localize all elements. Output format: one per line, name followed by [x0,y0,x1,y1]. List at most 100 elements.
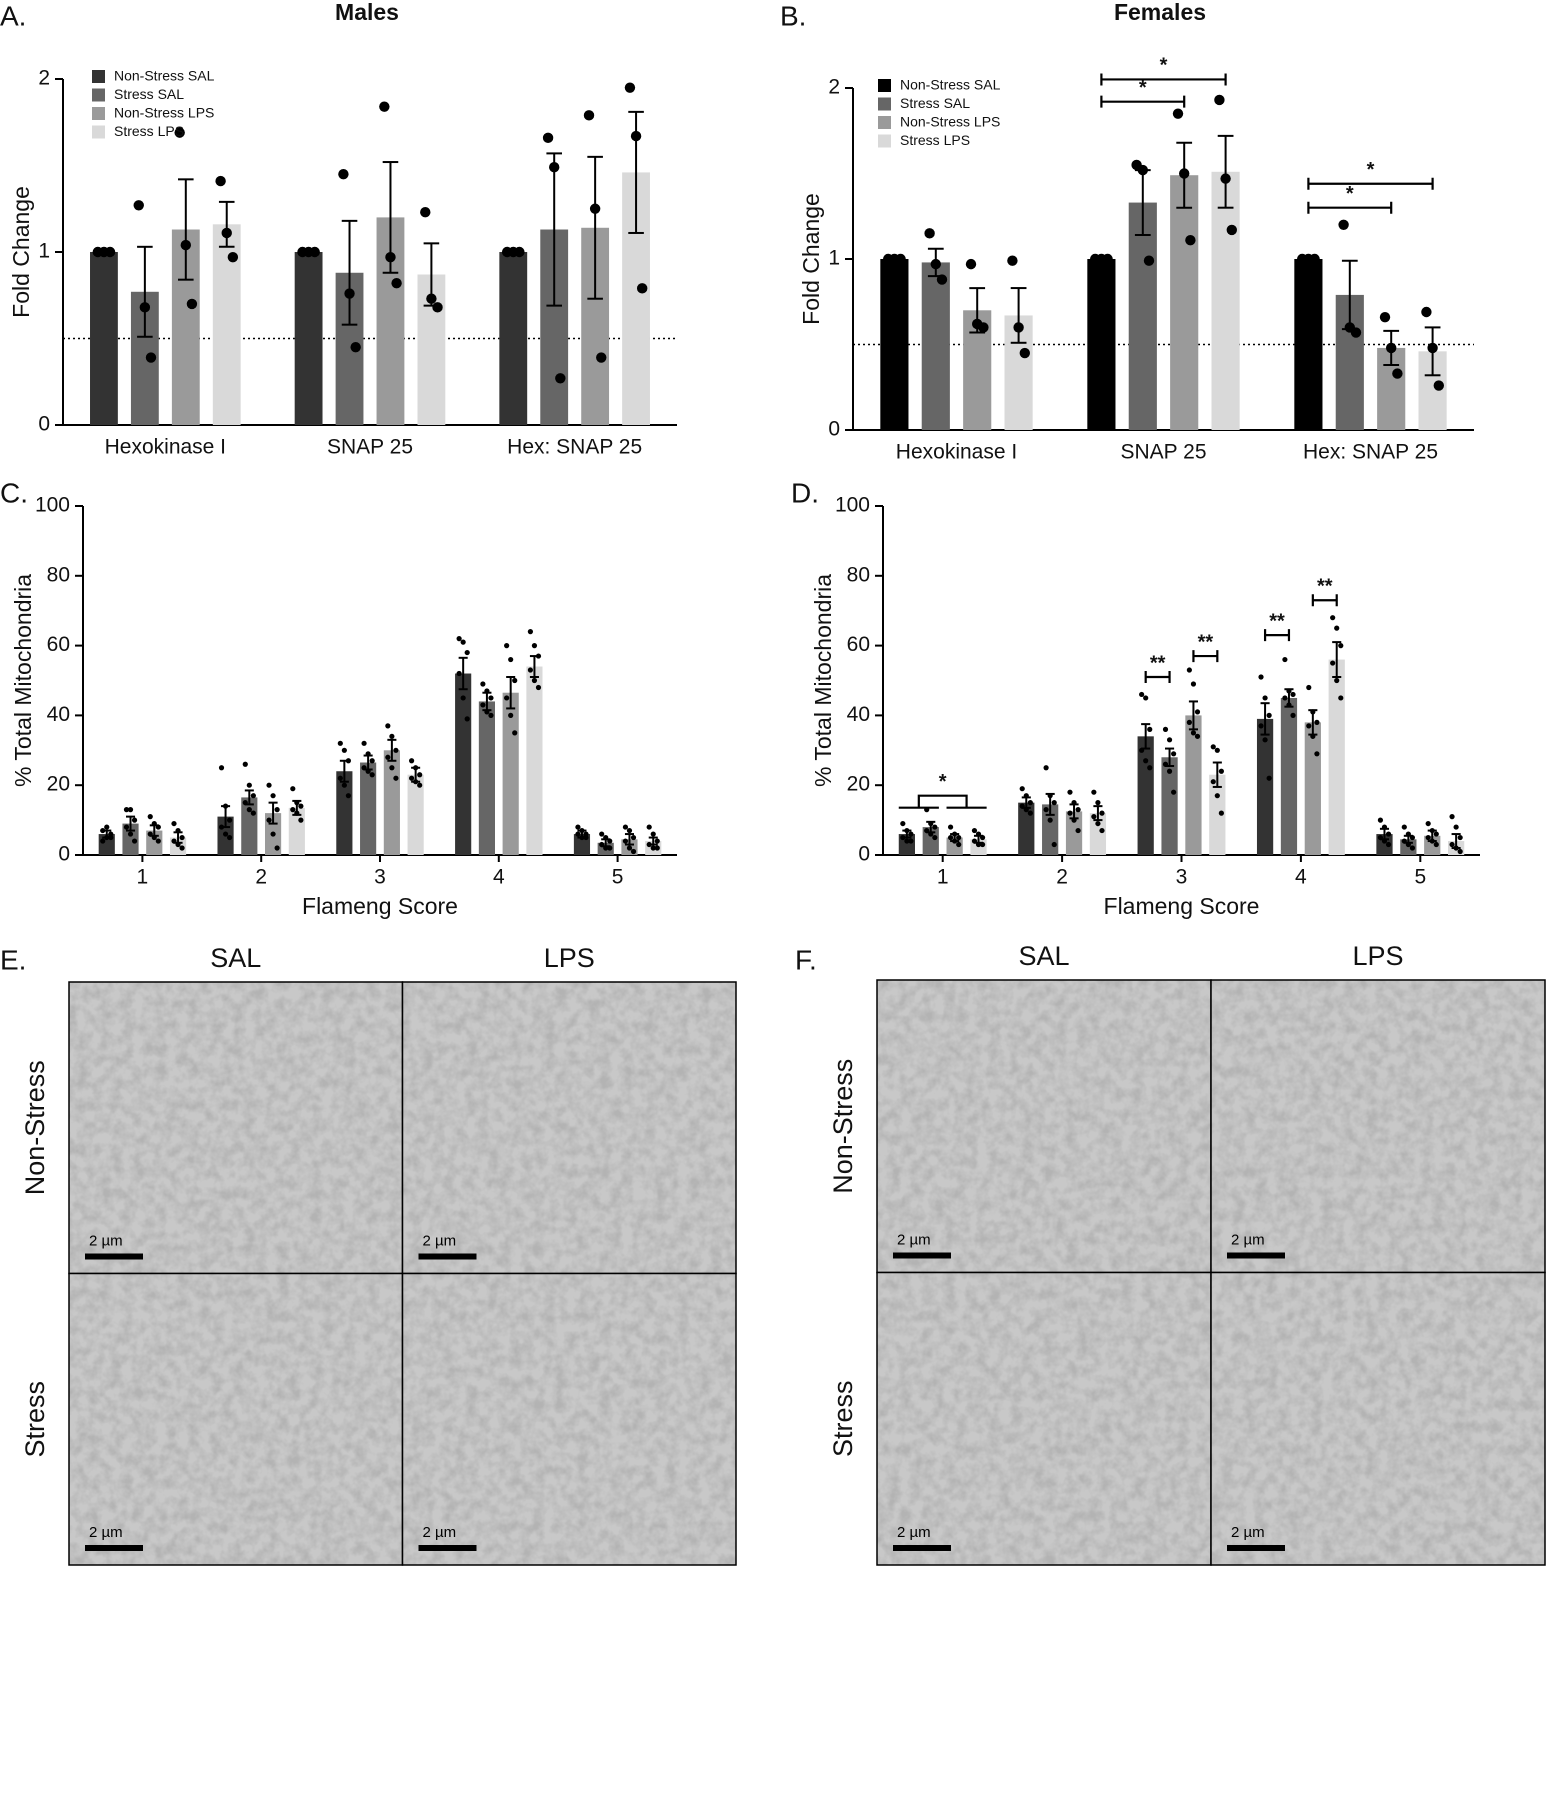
data-point [1314,719,1320,725]
data-point [104,824,110,830]
data-point [1282,695,1288,701]
data-point [1405,831,1411,837]
data-point [1171,789,1177,795]
legend-label: Non-Stress SAL [114,68,215,84]
data-point [900,820,906,827]
data-point [484,688,490,694]
data-point [979,841,986,848]
data-point [930,258,941,270]
scale-bar [1227,1252,1285,1259]
bracket-line [898,794,987,809]
legend-swatch [878,116,891,129]
data-point [222,831,229,837]
panel-label: D. [791,477,819,508]
x-tick-label: 3 [374,866,386,889]
y-tick-label: 0 [828,418,840,441]
data-point [1143,255,1155,266]
data-point [1210,744,1216,750]
y-tick-label: 20 [47,773,70,796]
data-point [1075,807,1081,813]
data-point [393,775,399,781]
data-point [1401,824,1407,830]
data-point [1405,841,1411,848]
data-point [1290,712,1296,719]
data-point [531,643,538,649]
significance-bracket [1100,95,1186,108]
row-label: Stress [828,1380,858,1457]
data-point [1071,817,1077,823]
data-point [924,228,935,239]
error-bar [137,245,153,338]
error-bar [1188,700,1198,731]
data-point [924,827,930,834]
legend-label: Non-Stress SAL [900,77,1001,93]
data-point [179,845,185,851]
data-point [1067,789,1073,795]
bar [921,262,950,430]
bar [1087,259,1116,430]
data-point [180,239,191,251]
data-point [1023,793,1029,799]
bar [1185,715,1202,855]
bar [1161,757,1178,855]
data-point [512,677,518,684]
data-point [1185,234,1196,246]
data-point [391,277,402,289]
data-point [294,800,300,806]
data-point [270,793,276,799]
bar [407,774,424,855]
error-bar [1217,134,1234,209]
bar [90,252,118,425]
x-tick-label: 3 [1176,866,1188,889]
data-point [650,845,656,851]
data-point [179,834,185,841]
data-point [460,695,466,701]
x-tick-label: 4 [1295,866,1307,889]
data-point [603,834,609,841]
data-point [1306,684,1312,691]
x-tick-label: Hex: SNAP 25 [1303,441,1438,464]
bar [1304,722,1321,855]
data-point [131,817,138,823]
data-point [542,132,554,144]
data-point [1429,827,1435,834]
legend-swatch [878,134,891,148]
data-point [1214,747,1220,753]
data-point [151,834,157,841]
scale-bar-label: 2 µm [1231,1524,1265,1541]
data-point [952,838,958,844]
panel-label: B. [780,0,806,31]
data-point [1047,817,1053,823]
data-point [409,758,415,764]
data-point [654,845,660,851]
y-tick-label: 80 [847,563,870,586]
data-point [1051,800,1057,806]
row-label: Non-Stress [828,1059,858,1194]
data-point [1166,737,1173,743]
data-point [246,782,252,788]
data-point [1095,820,1101,827]
error-bar [1260,702,1270,736]
data-point [1147,726,1153,732]
data-point [218,824,225,830]
data-point [1023,807,1029,813]
micrograph [402,1273,736,1565]
significance-bracket [898,794,987,809]
data-point [1171,751,1177,757]
data-point [222,803,229,809]
data-point [1194,709,1201,715]
data-point [1381,824,1388,830]
y-tick-label: 100 [835,494,870,517]
data-point [1409,834,1416,841]
scale-bar-label: 2 µm [1231,1231,1265,1248]
micrograph-frame [401,1272,737,1566]
data-point [365,751,371,757]
bar [455,673,472,855]
significance-bracket [1263,629,1291,642]
data-point [1210,779,1216,785]
data-point [218,765,225,771]
data-point [274,807,280,813]
data-point [932,834,938,841]
